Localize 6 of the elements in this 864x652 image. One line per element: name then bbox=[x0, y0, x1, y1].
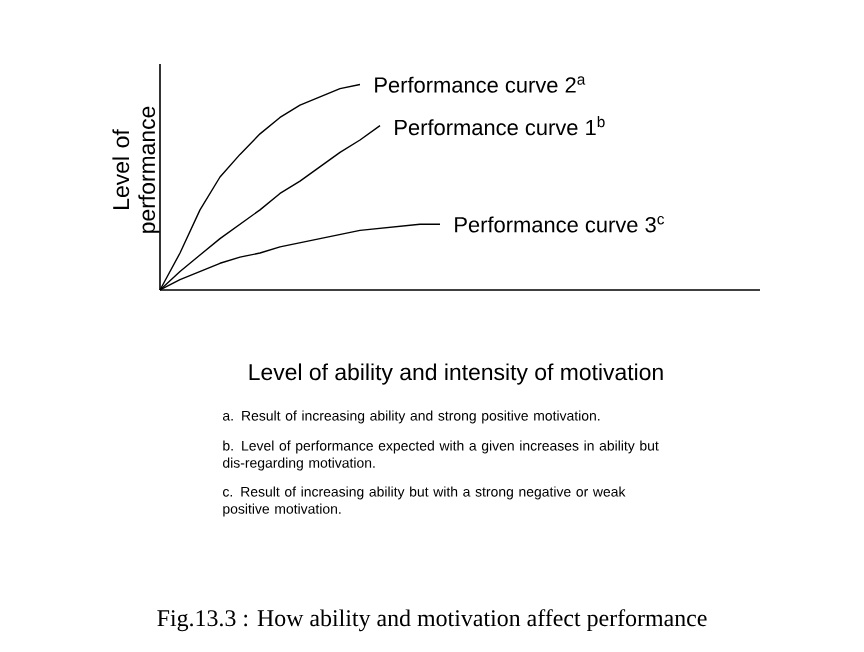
series-label: Performance curve 1$^{b}$ bbox=[395, 116, 605, 136]
caption: Fig.13.3 : How ability and motivation affect performance bbox=[157, 609, 707, 632]
series-label: Performance curve 3$^{c}$ bbox=[455, 216, 665, 233]
series-label: Performance curve 2$^{a}$ bbox=[375, 76, 586, 93]
x-axis-title: Level of ability and intensity of motivation bbox=[249, 363, 663, 385]
y-axis-title: Level of performance bbox=[112, 106, 160, 233]
